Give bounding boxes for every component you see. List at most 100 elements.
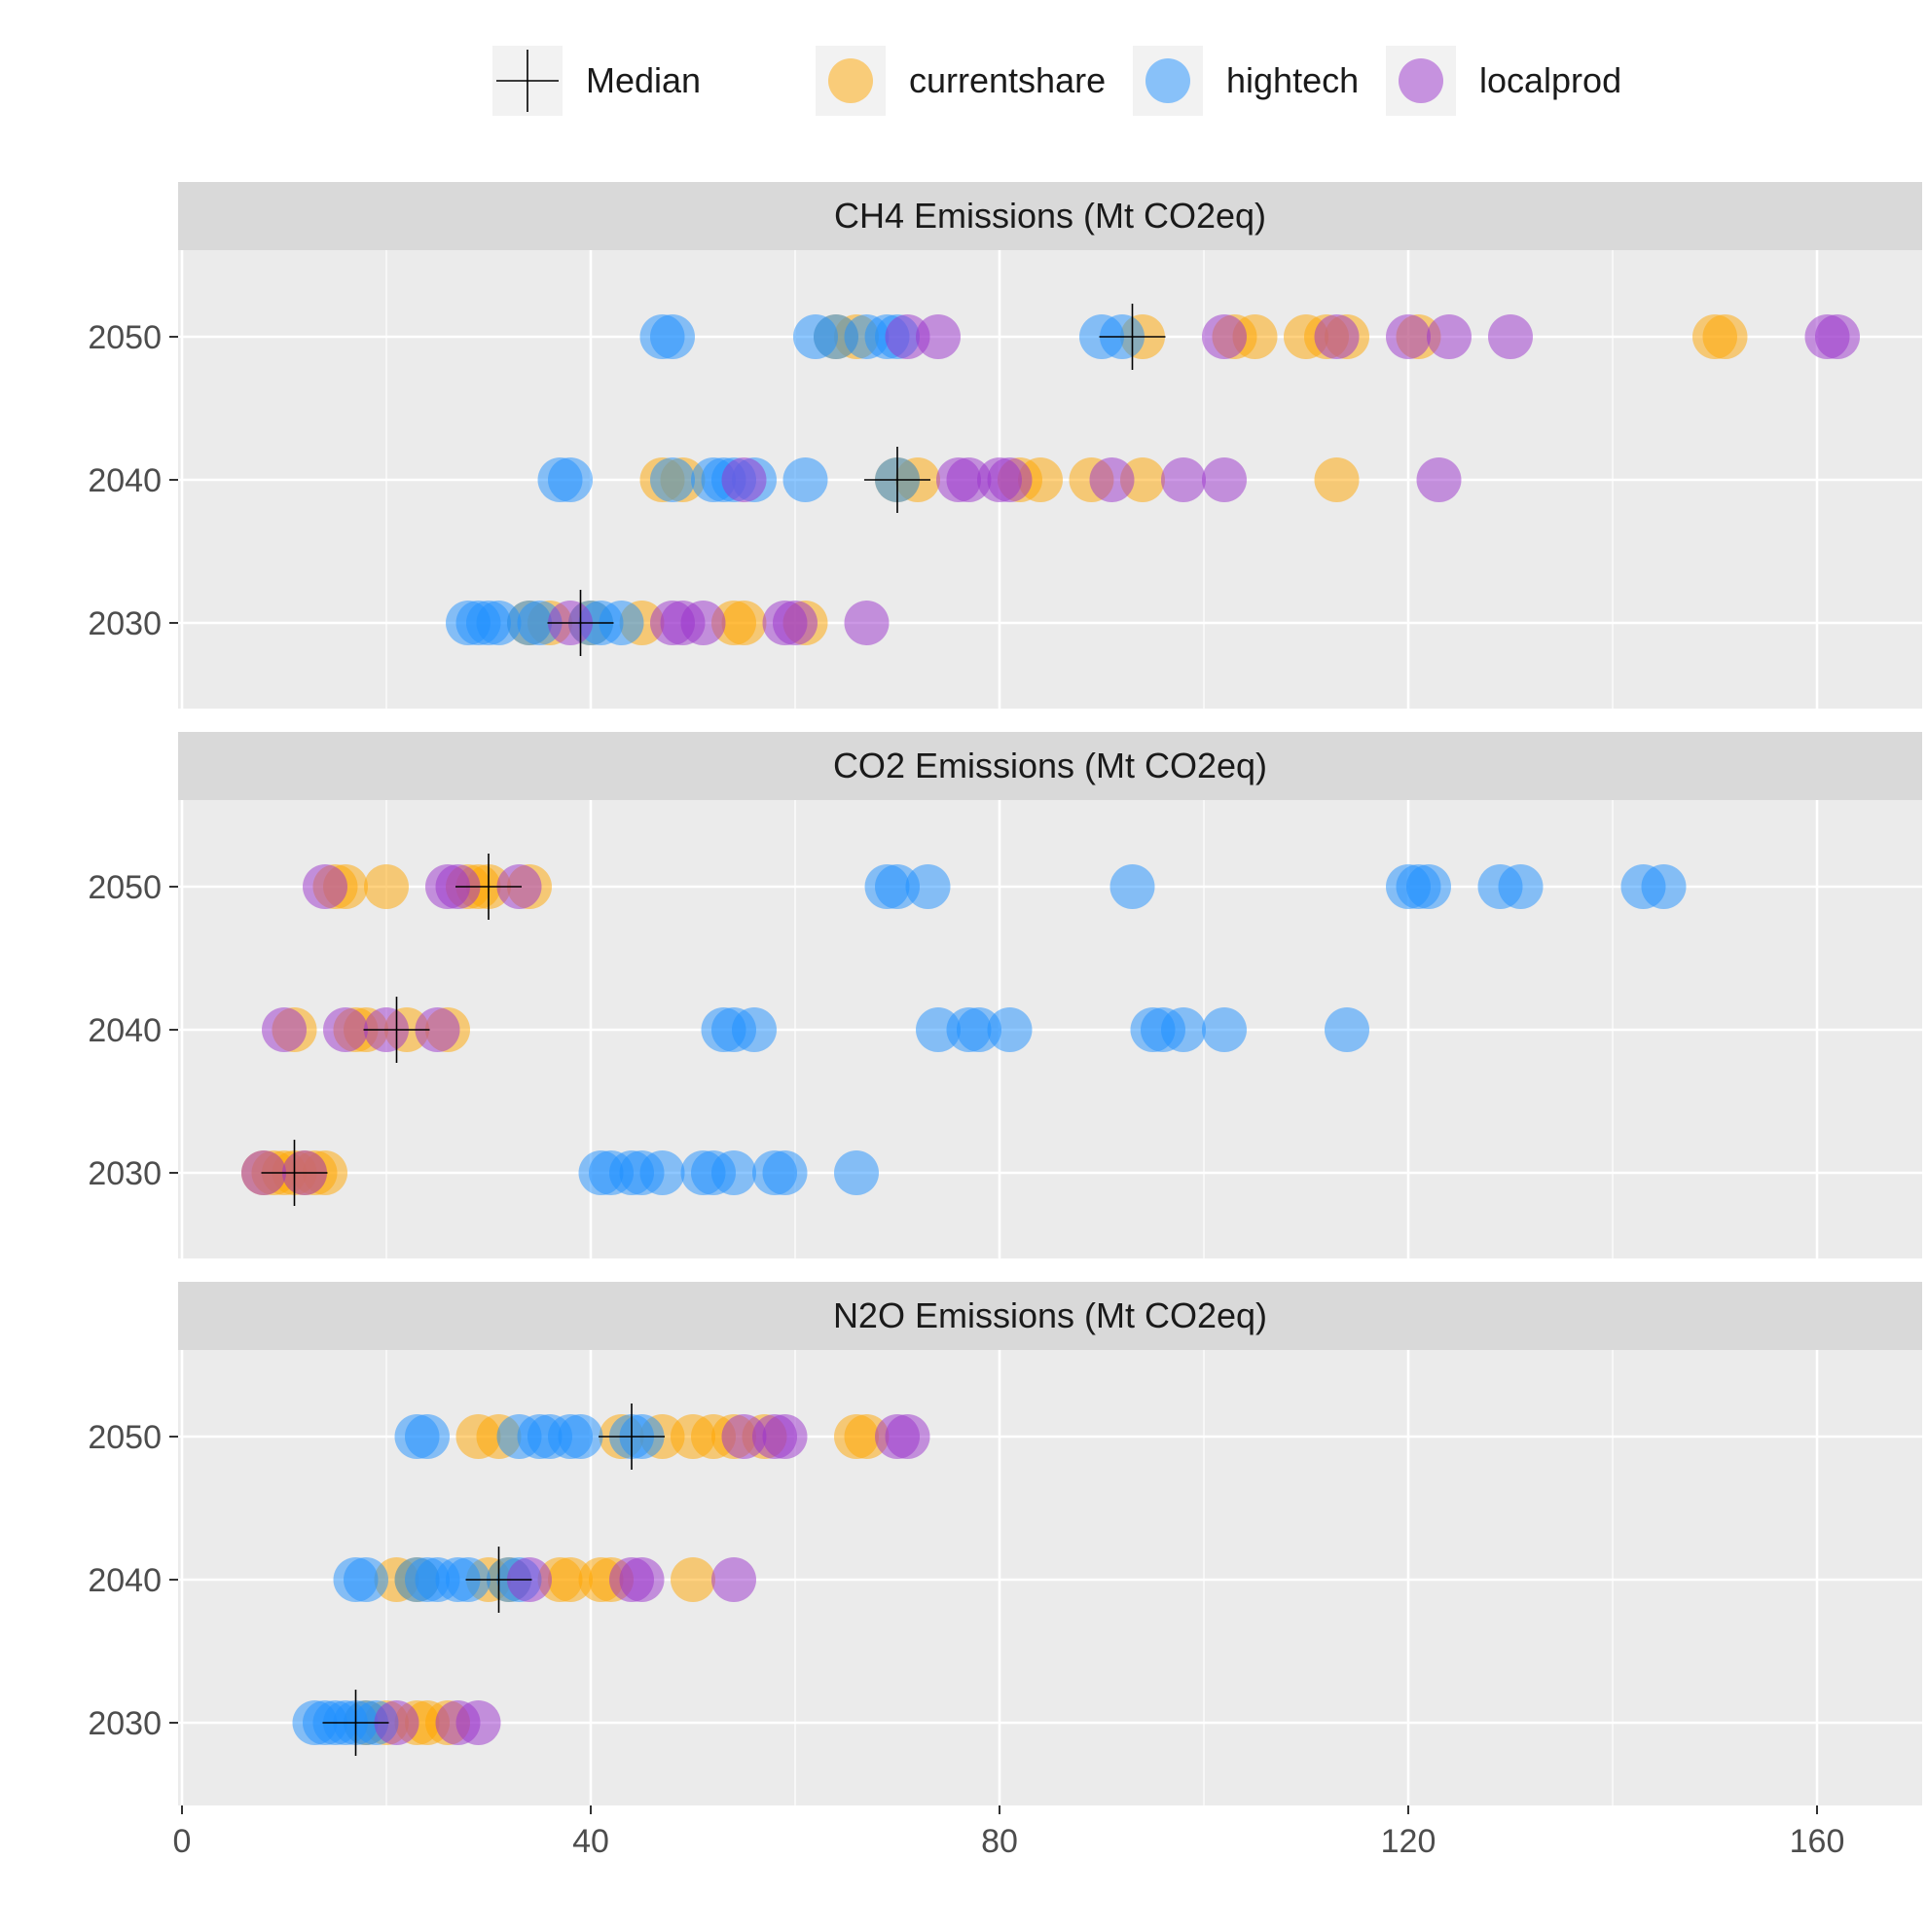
legend-label-localprod: localprod [1479,60,1621,100]
point-localprod [1202,457,1247,502]
point-hightech [834,1150,879,1195]
point-currentshare [1232,314,1278,359]
panel-strip [178,732,1922,800]
point-currentshare [721,601,767,645]
row-2040 [262,997,1369,1063]
point-localprod [455,1700,501,1745]
point-hightech [1498,864,1544,909]
legend-median-label: Median [586,60,701,100]
panel-strip [178,1282,1922,1350]
row-2030 [446,590,890,656]
panel-title: CO2 Emissions (Mt CO2eq) [833,746,1267,785]
x-tick-label: 160 [1790,1823,1845,1860]
point-localprod [1202,314,1247,359]
point-localprod [415,1007,460,1052]
point-hightech [344,1557,388,1602]
legend-label-hightech: hightech [1226,60,1359,100]
point-hightech [711,1150,756,1195]
point-hightech [987,1007,1033,1052]
point-localprod [680,601,726,645]
row-2050 [639,304,1860,370]
point-currentshare [548,1557,593,1602]
point-localprod [1386,314,1431,359]
point-localprod [721,1414,767,1459]
row-2040 [333,1547,756,1613]
x-tick-label: 0 [173,1823,192,1860]
panel-title: N2O Emissions (Mt CO2eq) [833,1295,1267,1335]
legend-label-currentshare: currentshare [909,60,1106,100]
point-localprod [303,864,347,909]
point-localprod [987,457,1033,502]
point-localprod [262,1007,307,1052]
point-localprod [1089,457,1135,502]
legend-swatch-currentshare [828,58,873,103]
y-tick-label: 2050 [88,319,162,356]
legend-swatch-localprod [1399,58,1443,103]
point-hightech [1109,864,1155,909]
point-localprod [1488,314,1533,359]
point-localprod [885,314,930,359]
x-axis: 0 40 80 120 160 [173,1805,1845,1860]
point-hightech [1202,1007,1247,1052]
point-hightech [1406,864,1451,909]
point-hightech [405,1414,450,1459]
point-hightech [916,1007,961,1052]
point-hightech [558,1414,603,1459]
point-hightech [1325,1007,1369,1052]
row-2050 [394,1403,930,1470]
point-currentshare [364,864,409,909]
point-hightech [782,457,828,502]
y-tick-label: 2030 [88,1155,162,1192]
panel-title: CH4 Emissions (Mt CO2eq) [834,196,1266,236]
y-tick-label: 2030 [88,1705,162,1742]
point-localprod [885,1414,930,1459]
x-tick-label: 40 [572,1823,609,1860]
point-hightech [650,314,695,359]
point-localprod [916,314,961,359]
x-tick-label: 120 [1381,1823,1436,1860]
point-currentshare [1314,457,1360,502]
legend-swatch-hightech [1145,58,1190,103]
point-localprod [844,601,890,645]
point-hightech [875,864,920,909]
point-localprod [1314,314,1360,359]
point-localprod [711,1557,756,1602]
y-tick-label: 2040 [88,1562,162,1599]
point-localprod [1427,314,1472,359]
point-currentshare [1018,457,1063,502]
point-hightech [639,1150,685,1195]
legend: Median currentshare hightech localprod [492,46,1621,116]
point-localprod [773,601,818,645]
point-localprod [946,457,992,502]
point-hightech [1641,864,1687,909]
panel-3: N2O Emissions (Mt CO2eq) 2030 2040 2050 [88,1282,1922,1805]
row-2030 [292,1690,501,1756]
point-hightech [762,1150,808,1195]
point-currentshare [1702,314,1748,359]
y-tick-label: 2050 [88,869,162,906]
point-hightech [814,314,858,359]
panel-2: CO2 Emissions (Mt CO2eq) 2030 2040 2050 [88,732,1922,1258]
point-hightech [650,457,695,502]
point-localprod [1161,457,1206,502]
point-hightech [599,601,644,645]
y-tick-label: 2040 [88,1012,162,1049]
y-tick-label: 2030 [88,605,162,642]
point-localprod [619,1557,665,1602]
y-tick-label: 2050 [88,1419,162,1456]
row-2030 [241,1140,879,1206]
point-hightech [732,1007,777,1052]
point-hightech [957,1007,1001,1052]
point-currentshare [671,1557,715,1602]
panel-1: CH4 Emissions (Mt CO2eq) 2030 2040 2050 [88,182,1922,709]
point-currentshare [844,1414,890,1459]
point-hightech [517,601,563,645]
point-localprod [762,1414,808,1459]
y-tick-label: 2040 [88,462,162,499]
point-localprod [721,457,767,502]
panel-strip [178,182,1922,250]
point-hightech [548,457,593,502]
point-hightech [476,601,522,645]
